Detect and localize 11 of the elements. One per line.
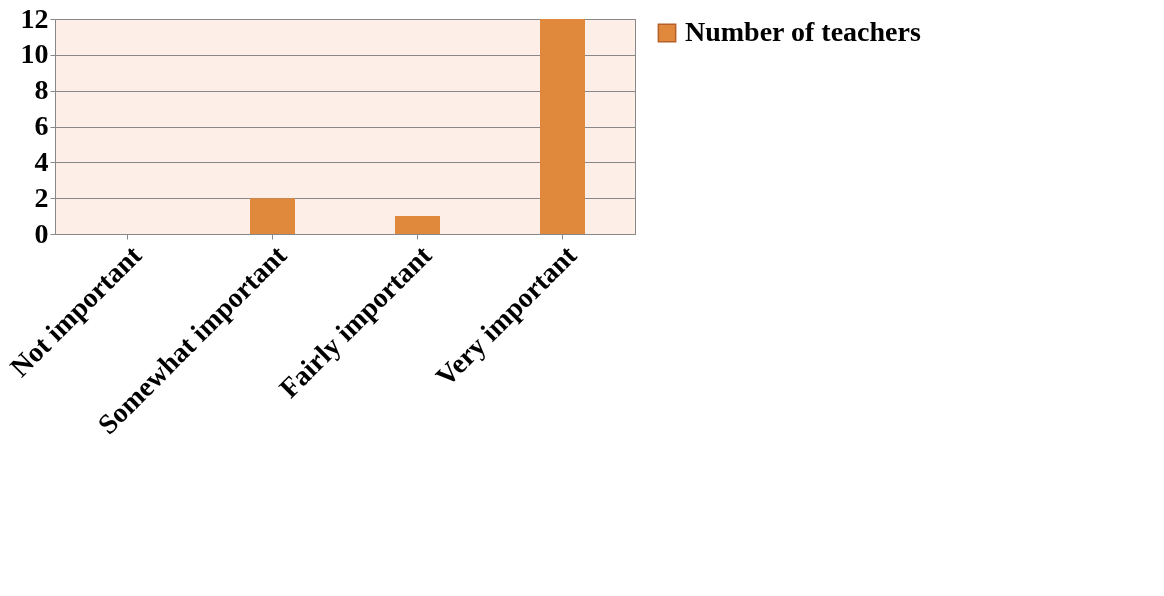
legend-label: Number of teachers [685, 16, 921, 47]
y-tick-label: 6 [34, 110, 49, 141]
bar [250, 198, 295, 234]
y-tick-label: 8 [34, 74, 49, 106]
y-tick-label: 0 [34, 217, 49, 249]
bar [540, 19, 585, 234]
y-tick-label: 4 [34, 145, 49, 177]
y-tick-label: 2 [34, 181, 49, 213]
bar [395, 216, 440, 234]
y-tick-label: 10 [20, 38, 49, 70]
y-tick-label: 12 [20, 2, 49, 34]
